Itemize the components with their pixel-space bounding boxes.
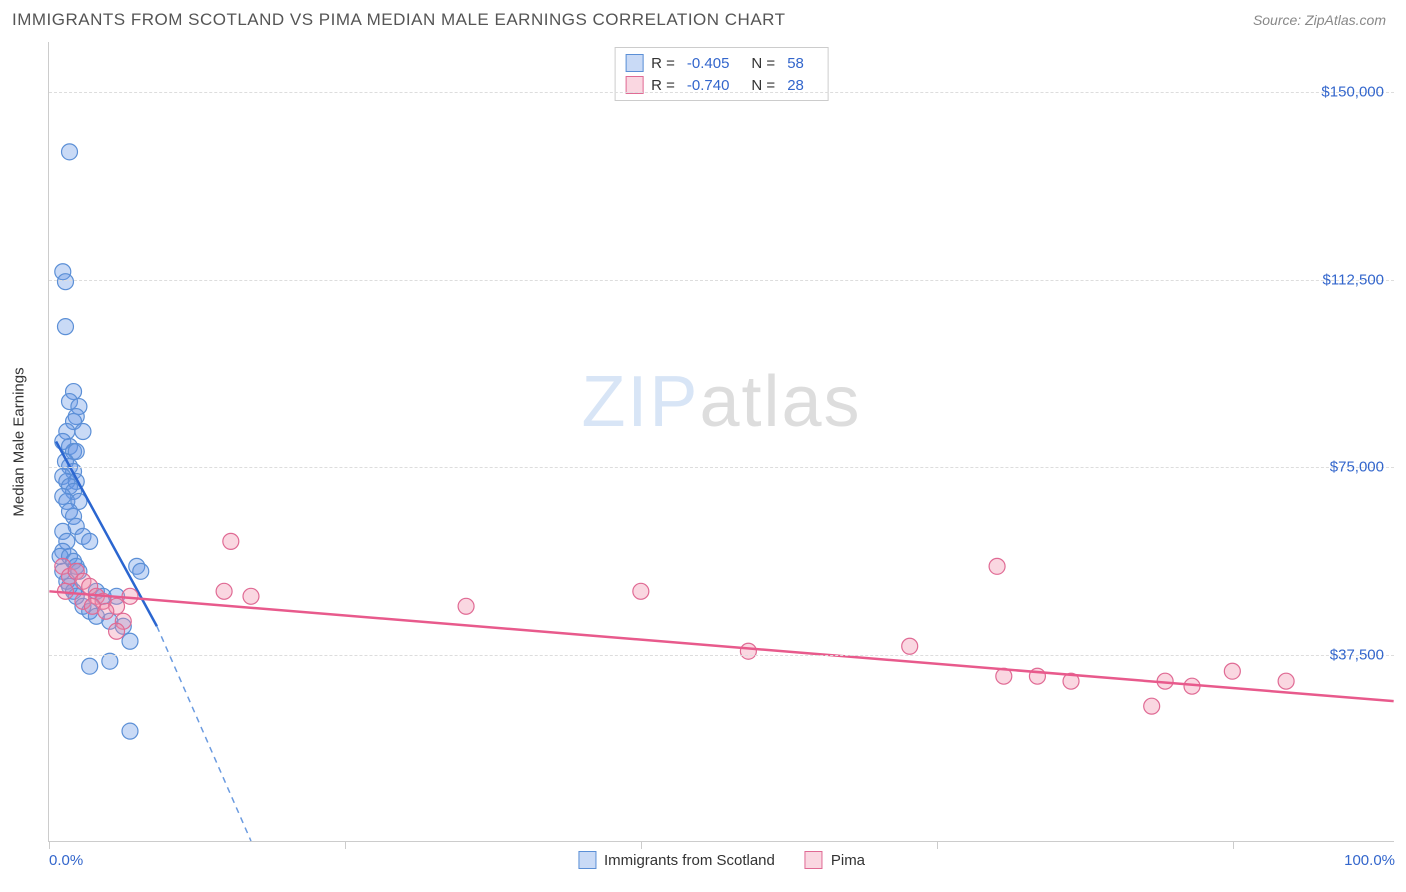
legend-series-label: Immigrants from Scotland <box>604 852 775 869</box>
y-tick-label: $37,500 <box>1330 646 1384 663</box>
x-tick <box>1233 841 1234 849</box>
x-tick <box>641 841 642 849</box>
y-tick-label: $150,000 <box>1321 84 1384 101</box>
scatter-point-pima <box>633 583 649 599</box>
legend-correlation-row: R = -0.405 N = 58 <box>625 52 818 74</box>
scatter-point-pima <box>458 598 474 614</box>
scatter-point-scotland <box>133 563 149 579</box>
scatter-point-scotland <box>75 424 91 440</box>
legend-n-value: 28 <box>787 77 804 94</box>
scatter-point-scotland <box>57 319 73 335</box>
scatter-point-pima <box>1224 663 1240 679</box>
x-tick <box>937 841 938 849</box>
scatter-point-pima <box>1278 673 1294 689</box>
grid-line <box>49 280 1394 281</box>
legend-swatch <box>625 54 643 72</box>
legend-n-value: 58 <box>787 55 804 72</box>
scatter-point-scotland <box>62 144 78 160</box>
x-tick <box>345 841 346 849</box>
scatter-point-scotland <box>102 653 118 669</box>
x-min-label: 0.0% <box>49 852 83 869</box>
legend-r-value: -0.405 <box>687 55 730 72</box>
scatter-point-pima <box>98 603 114 619</box>
scatter-point-scotland <box>122 633 138 649</box>
series-legend: Immigrants from Scotland Pima <box>578 851 865 869</box>
scatter-point-pima <box>243 588 259 604</box>
trend-line-pima <box>49 591 1393 701</box>
chart-title: IMMIGRANTS FROM SCOTLAND VS PIMA MEDIAN … <box>12 10 786 30</box>
legend-series-item: Immigrants from Scotland <box>578 851 775 869</box>
scatter-point-pima <box>1144 698 1160 714</box>
grid-line <box>49 655 1394 656</box>
scatter-point-scotland <box>122 723 138 739</box>
legend-r-value: -0.740 <box>687 77 730 94</box>
legend-r-label: R = <box>651 55 675 72</box>
legend-n-label: N = <box>751 55 775 72</box>
legend-series-item: Pima <box>805 851 865 869</box>
scatter-point-pima <box>740 643 756 659</box>
scatter-point-scotland <box>57 274 73 290</box>
scatter-point-pima <box>902 638 918 654</box>
legend-swatch <box>805 851 823 869</box>
chart-header: IMMIGRANTS FROM SCOTLAND VS PIMA MEDIAN … <box>0 0 1406 35</box>
trend-line-dash-scotland <box>157 626 251 841</box>
y-tick-label: $75,000 <box>1330 459 1384 476</box>
chart-area: Median Male Earnings ZIPatlas R =-0.405N… <box>48 42 1394 842</box>
y-tick-label: $112,500 <box>1323 271 1384 288</box>
scatter-point-scotland <box>82 533 98 549</box>
legend-swatch <box>578 851 596 869</box>
scatter-point-pima <box>223 533 239 549</box>
grid-line <box>49 467 1394 468</box>
legend-series-label: Pima <box>831 852 865 869</box>
scatter-point-scotland <box>82 658 98 674</box>
scatter-point-pima <box>989 558 1005 574</box>
chart-source: Source: ZipAtlas.com <box>1253 12 1386 28</box>
x-tick <box>49 841 50 849</box>
legend-n-label: N = <box>751 77 775 94</box>
y-axis-label: Median Male Earnings <box>11 367 28 516</box>
plot-svg <box>49 42 1394 841</box>
scatter-point-pima <box>216 583 232 599</box>
scatter-point-pima <box>109 623 125 639</box>
grid-line <box>49 92 1394 93</box>
legend-r-label: R = <box>651 77 675 94</box>
x-max-label: 100.0% <box>1344 852 1395 869</box>
